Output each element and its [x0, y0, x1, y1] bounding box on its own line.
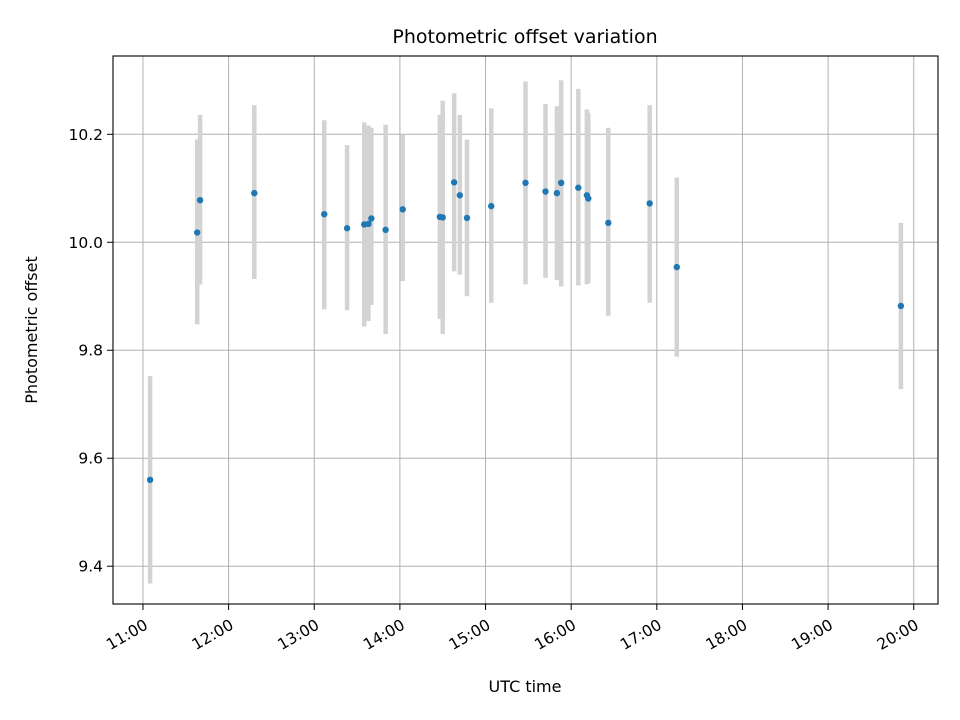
data-point [522, 179, 529, 187]
data-point [673, 263, 680, 271]
data-point [605, 219, 612, 227]
data-point [463, 214, 471, 222]
y-tick-label: 10.2 [68, 126, 103, 144]
data-point [251, 189, 258, 197]
x-axis-label: UTC time [489, 677, 562, 696]
data-point [553, 189, 561, 197]
data-point [488, 202, 495, 210]
data-point [365, 220, 372, 228]
data-point [456, 192, 464, 199]
y-tick-label: 9.8 [78, 342, 103, 360]
data-point [399, 206, 406, 213]
data-point [321, 210, 328, 218]
y-axis-ticks: 9.4 9.6 9.8 10.0 10.2 [68, 126, 113, 576]
y-tick-label: 9.4 [78, 558, 103, 576]
data-point [897, 302, 905, 310]
data-point [557, 179, 565, 187]
data-points [146, 179, 905, 484]
data-point [194, 229, 201, 236]
chart-title: Photometric offset variation [392, 26, 657, 48]
data-point [382, 226, 389, 234]
data-point [146, 476, 154, 484]
data-point [542, 188, 549, 195]
data-point [575, 184, 582, 191]
data-point [450, 179, 458, 186]
y-tick-label: 10.0 [68, 234, 103, 252]
y-axis-label: Photometric offset [22, 256, 41, 404]
data-point [439, 214, 446, 221]
data-point [585, 195, 592, 202]
data-point [368, 215, 375, 222]
y-tick-label: 9.6 [78, 450, 103, 468]
plot-frame [112, 55, 939, 605]
data-point [196, 196, 204, 204]
data-point [646, 200, 653, 207]
data-point [343, 225, 351, 232]
